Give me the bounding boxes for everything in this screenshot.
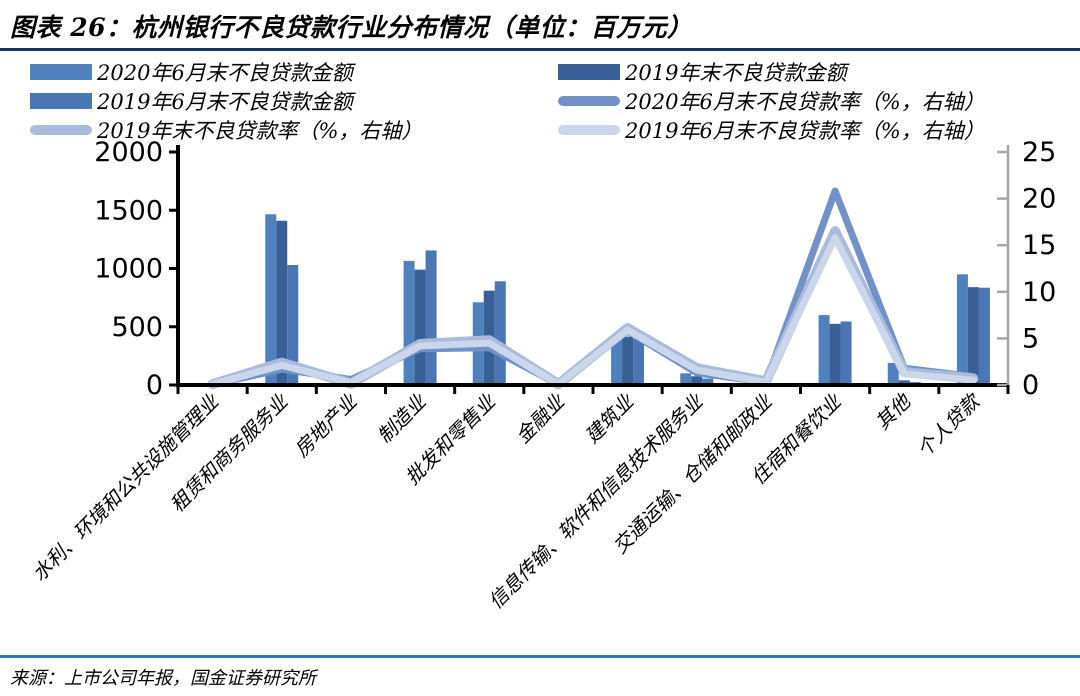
right-axis-tick-label: 5 [1022,323,1039,354]
bar [276,220,288,385]
legend-label: 2019年末不良贷款金额 [625,60,847,85]
figure-title: 图表 26：杭州银行不良贷款行业分布情况（单位：百万元） [10,13,693,42]
legend-label: 2019年末不良贷款率（%，右轴） [97,118,423,143]
combo-chart: 0 500 1000 1500 2000 0 5 10 15 20 25 水利、环境和公共设施管理业租… [28,137,1057,614]
x-axis-label: 个人贷款 [913,389,986,462]
right-axis-tick-label: 0 [1022,370,1039,401]
left-axis-tick-label: 2000 [94,140,163,168]
legend-label: 2020年6月末不良贷款金额 [97,60,353,85]
legend-label: 2019年6月末不良贷款金额 [97,89,353,114]
x-axis-label: 租赁和商务服务业 [166,389,294,517]
bar [425,250,437,385]
chart-legend: 2020年6月末不良贷款金额 2019年末不良贷款金额 2019年6月末不良贷款金额… [30,57,1060,144]
legend-bar-swatch [30,92,92,109]
bar [494,281,506,385]
title-divider [0,48,1080,51]
legend-item-1: 2019年末不良贷款金额 [558,57,1060,87]
legend-bar-swatch [558,63,620,80]
chart-area: 0 500 1000 1500 2000 0 5 10 15 20 25 水利、环境和公共设施管理业租… [0,137,1080,645]
bar [691,376,703,385]
x-axis-label: 其他 [871,389,917,435]
legend-label: 2020年6月末不良贷款率（%，右轴） [625,89,985,114]
x-axis-label: 房地产业 [290,389,362,461]
bar [967,287,979,385]
bar [898,380,910,385]
bar [403,260,415,385]
left-axis-tick-label: 500 [111,312,163,343]
left-axis-tick-label: 0 [146,370,163,401]
right-axis-tick-label: 20 [1022,184,1056,215]
bar [978,287,990,385]
x-axis-label: 制造业 [373,389,432,448]
bar [622,336,634,385]
bar [633,338,645,385]
left-axis-tick-label: 1000 [94,254,163,285]
legend-item-5: 2019年6月末不良贷款率（%，右轴） [558,115,1060,145]
bar [611,334,623,385]
axes: 0 500 1000 1500 2000 0 5 10 15 20 25 [94,137,1056,401]
legend-item-4: 2019年末不良贷款率（%，右轴） [30,115,558,145]
source-note: 来源：上市公司年报，国金证券研究所 [10,668,316,689]
legend-line-swatch [558,124,620,135]
left-axis-tick-label: 1500 [94,195,163,226]
legend-line-swatch [30,124,92,135]
bar [829,323,841,385]
legend-label: 2019年6月末不良贷款率（%，右轴） [625,118,985,143]
legend-bar-swatch [30,63,92,80]
bar [702,378,714,385]
x-axis-label: 金融业 [511,389,570,448]
legend-item-2: 2019年6月末不良贷款金额 [30,86,558,116]
legend-item-3: 2020年6月末不良贷款率（%，右轴） [558,86,1060,116]
bar [840,321,852,385]
bar [818,315,830,385]
source-divider [0,655,1080,658]
bar [414,269,426,385]
bar [887,362,899,385]
legend-line-swatch [558,95,620,106]
line-series-2 [209,234,977,388]
right-axis-tick-label: 25 [1022,140,1056,168]
right-axis-tick-label: 10 [1022,277,1056,308]
legend-item-0: 2020年6月末不良贷款金额 [30,57,558,87]
right-axis-tick-label: 15 [1022,230,1056,261]
bar [287,265,299,385]
bar [956,274,968,385]
bar [265,214,277,385]
bar [680,373,692,385]
x-axis-label: 建筑业 [580,389,639,448]
